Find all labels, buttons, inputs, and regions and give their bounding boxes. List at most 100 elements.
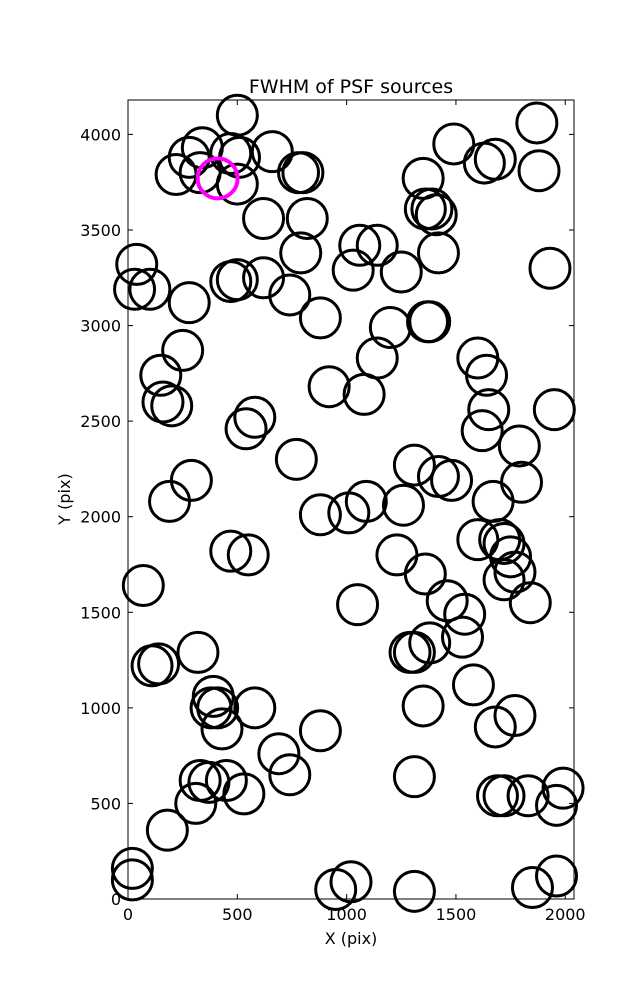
y-axis-label: Y (pix) xyxy=(55,473,74,525)
source-marker xyxy=(298,493,342,537)
source-marker xyxy=(281,151,325,195)
source-marker xyxy=(121,564,165,608)
source-marker xyxy=(532,388,576,432)
highlighted-source-marker xyxy=(195,156,240,201)
source-marker xyxy=(285,197,329,241)
x-tick-label: 0 xyxy=(123,905,133,924)
source-marker xyxy=(150,384,194,428)
y-tick-label: 2000 xyxy=(80,508,121,527)
source-marker xyxy=(403,552,447,596)
source-marker xyxy=(541,766,585,810)
source-marker xyxy=(430,458,474,502)
source-marker xyxy=(215,93,259,137)
source-marker xyxy=(167,135,211,179)
source-marker xyxy=(174,781,218,825)
source-marker xyxy=(493,693,537,737)
source-marker xyxy=(401,684,445,728)
y-tick-label: 3000 xyxy=(80,317,121,336)
source-marker xyxy=(148,479,192,523)
source-marker xyxy=(515,101,559,145)
source-marker xyxy=(443,592,487,636)
x-tick-label: 2000 xyxy=(545,905,586,924)
source-marker xyxy=(113,267,157,311)
source-marker xyxy=(274,437,318,481)
source-marker xyxy=(222,772,266,816)
source-marker xyxy=(233,686,277,730)
data-marks xyxy=(110,93,585,913)
source-marker xyxy=(167,281,211,325)
source-marker xyxy=(467,388,511,432)
source-marker xyxy=(392,869,436,913)
source-marker xyxy=(307,365,351,409)
source-marker xyxy=(139,353,183,397)
source-marker xyxy=(110,846,154,890)
x-tick-label: 1500 xyxy=(436,905,477,924)
source-marker xyxy=(298,709,342,753)
source-marker xyxy=(224,407,268,451)
source-marker xyxy=(329,860,373,904)
source-marker xyxy=(493,550,537,594)
source-marker xyxy=(338,223,382,267)
source-marker xyxy=(460,409,504,453)
y-tick-label: 4000 xyxy=(80,125,121,144)
source-marker xyxy=(473,137,517,181)
source-marker xyxy=(209,529,253,573)
source-marker xyxy=(200,707,244,751)
source-marker xyxy=(141,380,185,424)
source-marker xyxy=(110,858,154,902)
source-marker xyxy=(176,630,220,674)
source-marker xyxy=(416,231,460,275)
source-marker xyxy=(506,774,550,818)
x-axis-label: X (pix) xyxy=(325,929,378,948)
source-marker xyxy=(331,248,375,292)
source-marker xyxy=(375,533,419,577)
source-marker xyxy=(392,443,436,487)
source-marker xyxy=(128,267,172,311)
source-marker xyxy=(342,372,386,416)
source-marker xyxy=(137,642,181,686)
source-marker xyxy=(145,808,189,852)
y-axis: 0 500 1000 1500 2000 2500 3000 3500 4000 xyxy=(80,125,574,909)
source-marker xyxy=(535,783,579,827)
source-marker xyxy=(510,866,554,910)
source-marker xyxy=(482,558,526,602)
source-marker xyxy=(242,256,286,300)
source-marker xyxy=(497,424,541,468)
source-marker xyxy=(465,353,509,397)
source-marker xyxy=(410,187,454,231)
source-marker xyxy=(432,122,476,166)
source-marker xyxy=(257,732,301,776)
source-marker xyxy=(336,583,380,627)
source-marker xyxy=(517,149,561,193)
x-tick-label: 1000 xyxy=(326,905,367,924)
source-marker xyxy=(314,867,358,911)
source-marker xyxy=(392,630,436,674)
source-marker xyxy=(528,246,572,290)
source-marker xyxy=(344,479,388,523)
source-marker xyxy=(268,753,312,797)
source-marker xyxy=(233,395,277,439)
source-marker xyxy=(441,615,484,659)
source-marker xyxy=(489,535,533,579)
source-marker xyxy=(169,458,213,502)
source-marker xyxy=(381,483,425,527)
source-marker xyxy=(392,755,436,799)
y-tick-label: 1000 xyxy=(80,699,121,718)
source-marker xyxy=(408,300,452,344)
source-marker xyxy=(500,460,544,504)
source-marker xyxy=(482,774,526,818)
source-marker xyxy=(196,686,240,730)
y-tick-label: 1500 xyxy=(80,603,121,622)
source-marker xyxy=(401,156,445,200)
source-marker xyxy=(268,273,312,317)
y-tick-label: 500 xyxy=(90,794,121,813)
source-marker xyxy=(277,151,321,195)
source-marker xyxy=(226,533,270,577)
source-marker xyxy=(279,231,323,275)
source-marker xyxy=(242,197,286,241)
source-marker xyxy=(355,223,399,267)
chart-title: FWHM of PSF sources xyxy=(249,76,453,98)
source-marker xyxy=(408,621,452,665)
source-marker xyxy=(215,162,259,206)
